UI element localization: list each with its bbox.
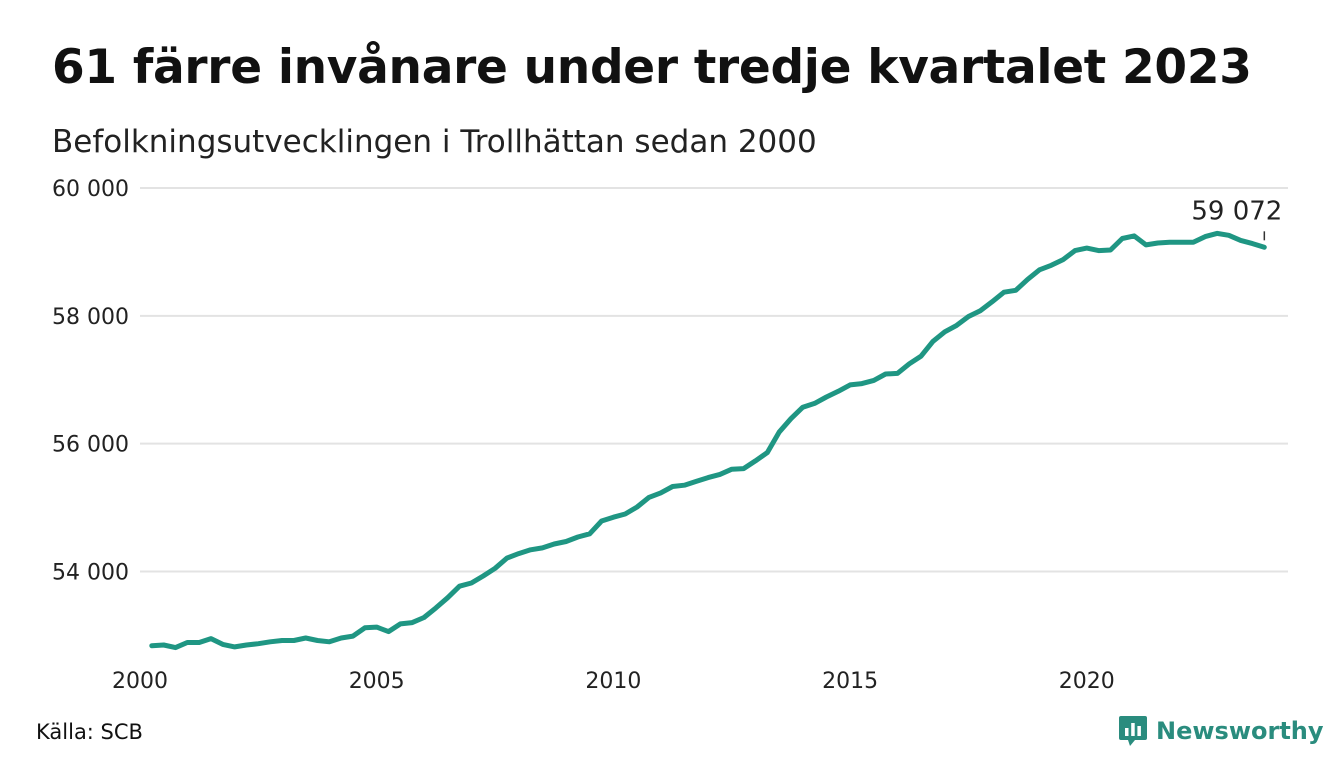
x-tick-label: 2005 [349, 669, 405, 694]
x-tick-label: 2015 [822, 669, 878, 694]
brand-logo[interactable]: Newsworthy [1118, 714, 1324, 748]
annotation-group: 59 072 [1191, 196, 1282, 241]
x-tick-label: 2000 [112, 669, 168, 694]
source-note: Källa: SCB [36, 720, 143, 744]
y-tick-label: 58 000 [52, 305, 129, 330]
chart-subtitle: Befolkningsutvecklingen i Trollhättan se… [52, 124, 817, 160]
plot-area [149, 230, 1267, 651]
annotation-label: 59 072 [1191, 196, 1282, 226]
series-line [149, 230, 1267, 651]
chart-title: 61 färre invånare under tredje kvartalet… [52, 40, 1252, 95]
x-tick-label: 2020 [1059, 669, 1115, 694]
brand-name: Newsworthy [1156, 717, 1324, 745]
y-axis-ticks: 54 000 56 000 58 000 60 000 [52, 177, 129, 586]
y-tick-label: 60 000 [52, 177, 129, 202]
x-axis-ticks: 2000 2005 2010 2015 2020 [112, 669, 1115, 694]
x-tick-label: 2010 [585, 669, 641, 694]
y-tick-label: 56 000 [52, 433, 129, 458]
gridlines [140, 187, 1288, 573]
y-tick-label: 54 000 [52, 561, 129, 586]
newsworthy-logo-icon [1119, 716, 1147, 746]
